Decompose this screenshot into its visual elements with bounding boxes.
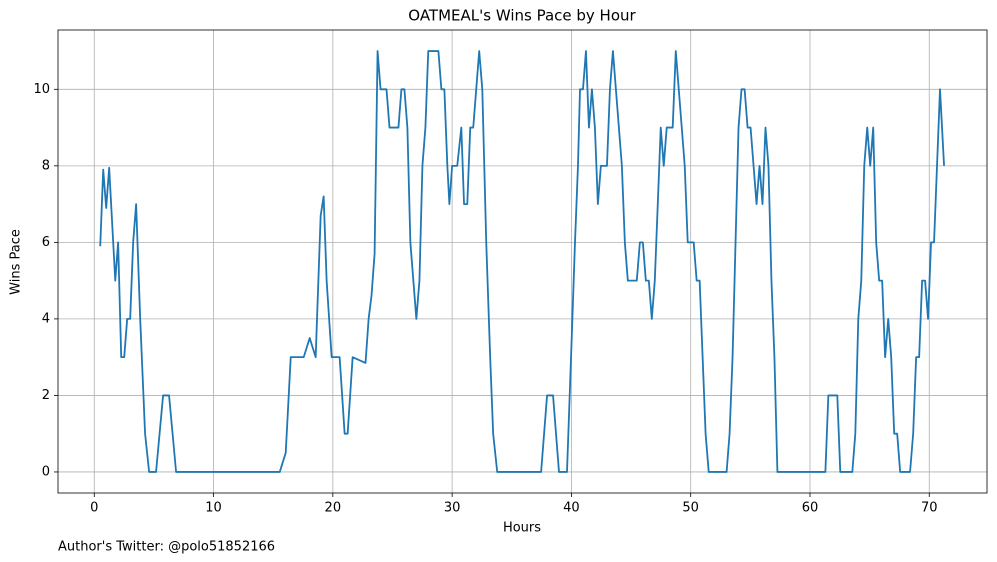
y-tick-label: 8 [42,158,50,173]
y-tick-label: 4 [42,311,50,326]
chart-title: OATMEAL's Wins Pace by Hour [408,7,636,25]
x-axis-label: Hours [503,521,541,536]
y-tick-label: 2 [42,388,50,403]
x-tick-label: 0 [90,501,98,516]
footer-note: Author's Twitter: @polo51852166 [58,540,275,555]
y-axis-label: Wins Pace [9,229,24,295]
x-tick-label: 30 [444,501,461,516]
x-tick-label: 60 [802,501,819,516]
x-tick-label: 10 [205,501,222,516]
data-line [99,50,945,473]
x-tick-label: 20 [325,501,342,516]
x-tick-label: 50 [682,501,699,516]
plot-frame [57,29,988,494]
y-tick-label: 0 [42,464,50,479]
x-tick-label: 40 [563,501,580,516]
y-tick-label: 6 [42,235,50,250]
y-tick-label: 10 [33,82,50,97]
x-tick-label: 70 [921,501,938,516]
